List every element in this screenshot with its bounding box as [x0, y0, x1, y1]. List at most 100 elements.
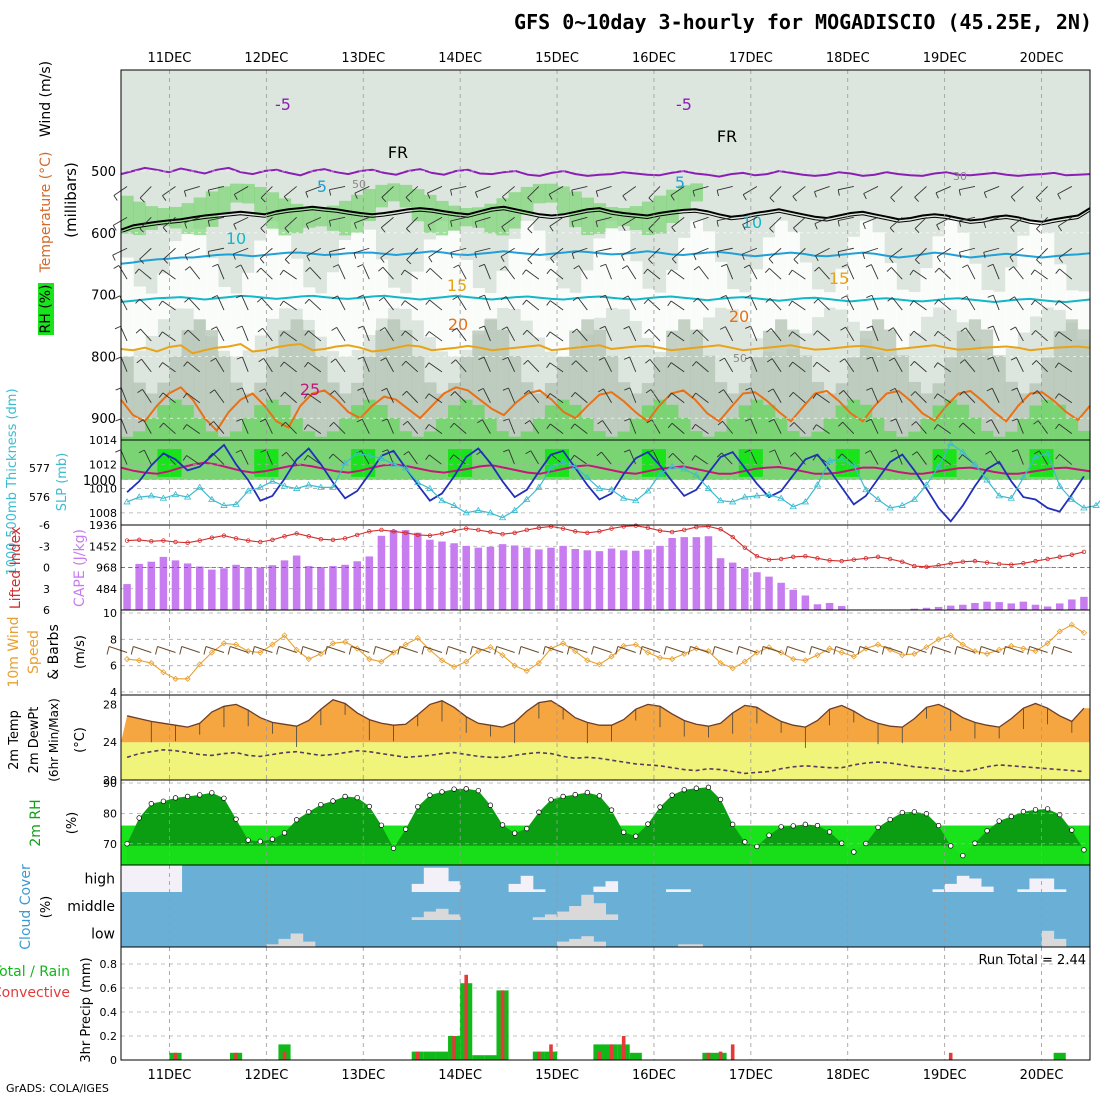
wind-barb: [771, 358, 782, 373]
wind-barb: [139, 298, 152, 311]
wind-barb: [667, 269, 672, 275]
li-marker: [451, 528, 457, 533]
rh-marker: [184, 793, 191, 800]
wind-barb: [1030, 299, 1036, 306]
wind-barb: [741, 254, 745, 260]
rh-dry-cell: [266, 221, 280, 319]
contour-label: 10: [226, 229, 246, 248]
surface-wind-barb: [980, 646, 1000, 653]
thickness-tick-label: 576: [29, 491, 50, 504]
rh-dry-cell: [544, 260, 558, 352]
wind-barb: [260, 449, 267, 453]
rh-wet-cell: [581, 417, 594, 480]
wind-barb: [546, 362, 551, 369]
wind-barb: [303, 424, 309, 430]
wind-speed-marker: [184, 675, 191, 682]
temperature-fill: [121, 699, 1090, 743]
wind-speed-marker: [366, 656, 373, 663]
rh-dry-cell: [714, 261, 728, 308]
surface-wind-barb: [518, 646, 522, 655]
rh-marker: [960, 852, 966, 859]
rh-dry-cell: [702, 231, 716, 318]
surface-wind-barb: [736, 646, 740, 655]
surface-wind-barb: [859, 646, 879, 653]
wind-barb: [652, 450, 661, 465]
wind-barb: [597, 420, 603, 425]
wind-barb: [577, 296, 588, 311]
wind-barb: [522, 299, 527, 305]
wind-barb: [909, 300, 914, 306]
rh-dry-cell: [133, 286, 146, 351]
wind-barb: [837, 220, 840, 227]
thickness-marker: [196, 483, 204, 490]
wind-barb: [914, 196, 919, 202]
wind-barb: [208, 452, 214, 458]
cloud-cell: [557, 941, 570, 947]
wind-barb: [162, 186, 176, 197]
wind-barb: [696, 329, 709, 342]
cape-bar: [1055, 603, 1064, 610]
wind-barb: [234, 186, 249, 195]
wind-barb: [139, 217, 152, 230]
wind-barb: [745, 387, 752, 391]
li-marker: [900, 559, 905, 565]
wind-barb: [792, 186, 806, 197]
wind-barb: [184, 222, 188, 229]
cloud-cell: [411, 917, 425, 920]
cloud-cell: [944, 883, 958, 892]
wind-barb: [745, 325, 751, 329]
cape-bar: [268, 565, 277, 610]
wind-speed-marker: [523, 667, 530, 674]
wind-barb: [550, 423, 564, 435]
wind-barb: [120, 387, 128, 403]
wind-speed-marker: [378, 658, 385, 665]
wind-barb: [1058, 257, 1063, 263]
wind-speed-marker: [414, 634, 421, 642]
wind-barb: [629, 387, 637, 403]
thickness-marker: [789, 503, 797, 510]
thickness-marker: [1031, 453, 1040, 460]
wind-barb: [1010, 216, 1024, 228]
wind-barb: [958, 220, 962, 227]
wind-barb: [983, 252, 986, 259]
li-marker: [815, 556, 820, 561]
wind-barb: [484, 264, 491, 280]
li-marker: [318, 536, 324, 542]
wind-barb: [622, 295, 629, 300]
cape-bar: [971, 602, 979, 610]
wind-barb: [137, 388, 143, 394]
wind-barb: [571, 186, 588, 191]
wind-barb: [449, 422, 455, 429]
wind-speed-marker: [136, 657, 143, 664]
cloud-level-label: low: [91, 927, 115, 943]
wind-barb: [384, 327, 394, 342]
cape-bar: [183, 563, 192, 610]
cape-bar: [946, 605, 955, 610]
cloud-cell: [532, 917, 546, 920]
li-marker: [1009, 562, 1014, 567]
thickness-marker: [583, 473, 592, 481]
rh-wet-cell: [484, 417, 498, 480]
wind-barb: [425, 268, 431, 274]
surface-wind-barb: [738, 646, 758, 653]
wind-barb: [284, 259, 290, 265]
cloud-cell: [581, 894, 594, 920]
wind-barb: [846, 264, 855, 280]
wind-barb: [450, 220, 453, 227]
wind-barb: [725, 326, 734, 342]
wind-barb: [304, 362, 309, 368]
cloud-cell: [557, 911, 570, 920]
precip-tick-label: 0.8: [100, 958, 118, 971]
cape-bar: [837, 606, 846, 610]
wind-barb: [256, 297, 263, 303]
wind-barb: [599, 325, 606, 330]
wind-barb: [695, 455, 709, 465]
cloud-cell: [423, 867, 437, 892]
wind-barb: [354, 216, 370, 224]
rh-dry-cell: [944, 220, 958, 310]
date-label-top: 11DEC: [148, 51, 192, 66]
wind-barb: [670, 331, 685, 342]
wind-barb: [768, 418, 775, 423]
surface-wind-barb: [397, 646, 401, 655]
wind-barb: [837, 453, 843, 459]
